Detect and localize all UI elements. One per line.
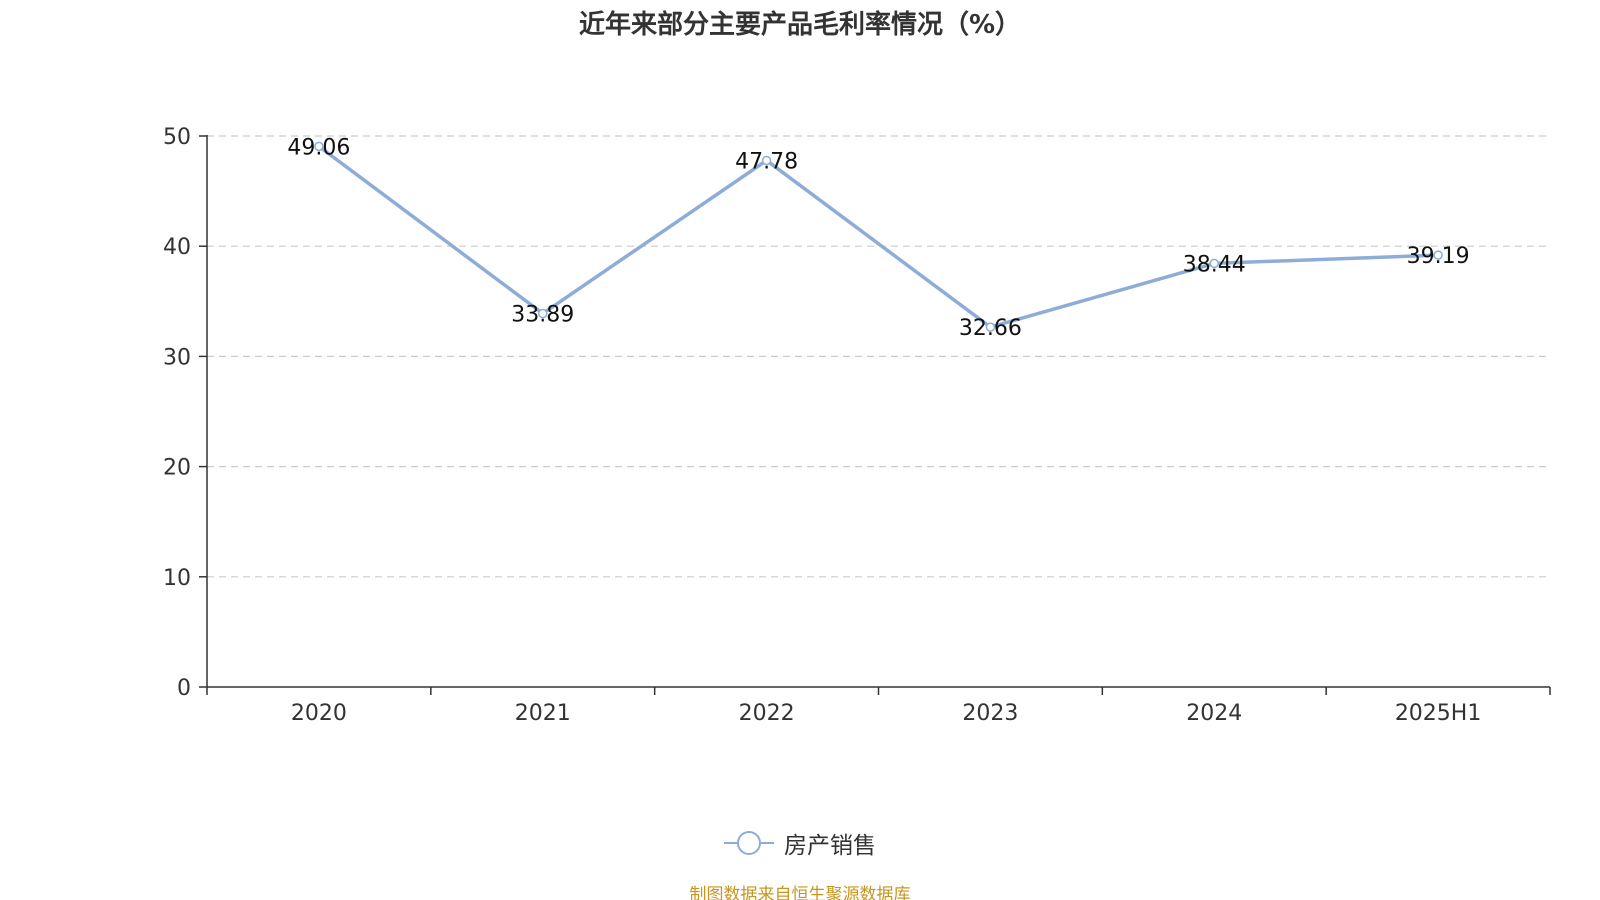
y-tick-label: 10 xyxy=(163,566,191,591)
y-tick-label: 50 xyxy=(163,125,191,150)
data-point xyxy=(761,155,772,166)
data-point xyxy=(538,308,548,319)
data-point xyxy=(1433,250,1443,260)
chart-title: 近年来部分主要产品毛利率情况（%） xyxy=(578,10,1022,40)
y-tick-label: 40 xyxy=(163,235,191,260)
y-tick-label: 20 xyxy=(163,456,191,481)
x-tick-label: 2023 xyxy=(962,701,1018,726)
data-label: 33.89 xyxy=(511,303,574,328)
data-label: 49.06 xyxy=(287,135,350,160)
x-tick-label: 2020 xyxy=(291,701,347,726)
data-point xyxy=(1209,258,1219,269)
data-label: 39.19 xyxy=(1407,244,1470,269)
legend[interactable]: 房产销售 xyxy=(0,826,1600,860)
source-note: 制图数据来自恒生聚源数据库 xyxy=(689,885,911,900)
x-tick-label: 2024 xyxy=(1186,701,1242,726)
data-point xyxy=(985,322,996,332)
data-point xyxy=(314,141,324,152)
series-line xyxy=(317,144,1439,329)
data-label: 32.66 xyxy=(959,316,1022,341)
x-tick-label: 2025H1 xyxy=(1395,701,1482,726)
data-label: 38.44 xyxy=(1183,252,1246,277)
y-tick-label: 30 xyxy=(163,345,191,370)
x-tick-label: 2022 xyxy=(739,701,795,726)
legend-label: 房产销售 xyxy=(784,833,876,859)
y-tick-label: 0 xyxy=(177,676,191,701)
x-tick-label: 2021 xyxy=(515,701,571,726)
legend-line-marker-icon xyxy=(724,831,774,855)
data-label: 47.78 xyxy=(735,149,798,174)
